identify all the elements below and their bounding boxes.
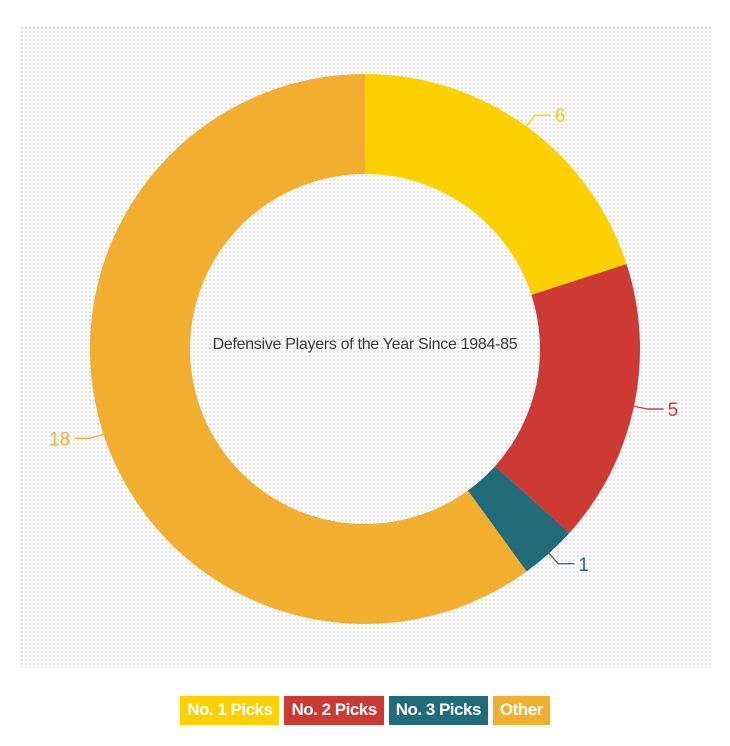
value-label-no1-picks: 6 <box>555 106 566 127</box>
chart-title: Defensive Players of the Year Since 1984… <box>212 336 518 353</box>
leader-line <box>526 114 551 127</box>
leader-line <box>74 433 104 439</box>
legend-item-other[interactable]: Other <box>492 696 550 725</box>
donut-chart: 6 5 1 18 <box>49 74 679 625</box>
slice-no2-picks[interactable] <box>495 264 640 534</box>
legend-item-no1-picks[interactable]: No. 1 Picks <box>180 696 280 725</box>
leader-line <box>633 405 664 410</box>
slice-no1-picks[interactable] <box>365 74 627 295</box>
value-label-no3-picks: 1 <box>578 555 589 576</box>
value-label-no2-picks: 5 <box>668 400 679 421</box>
slice-no3-picks[interactable] <box>467 466 570 572</box>
legend: No. 1 Picks No. 2 Picks No. 3 Picks Othe… <box>0 696 730 725</box>
legend-item-no3-picks[interactable]: No. 3 Picks <box>388 696 488 725</box>
value-label-other: 18 <box>49 429 70 450</box>
slice-other[interactable] <box>89 74 527 625</box>
leader-line <box>548 552 575 565</box>
legend-item-no2-picks[interactable]: No. 2 Picks <box>284 696 384 725</box>
